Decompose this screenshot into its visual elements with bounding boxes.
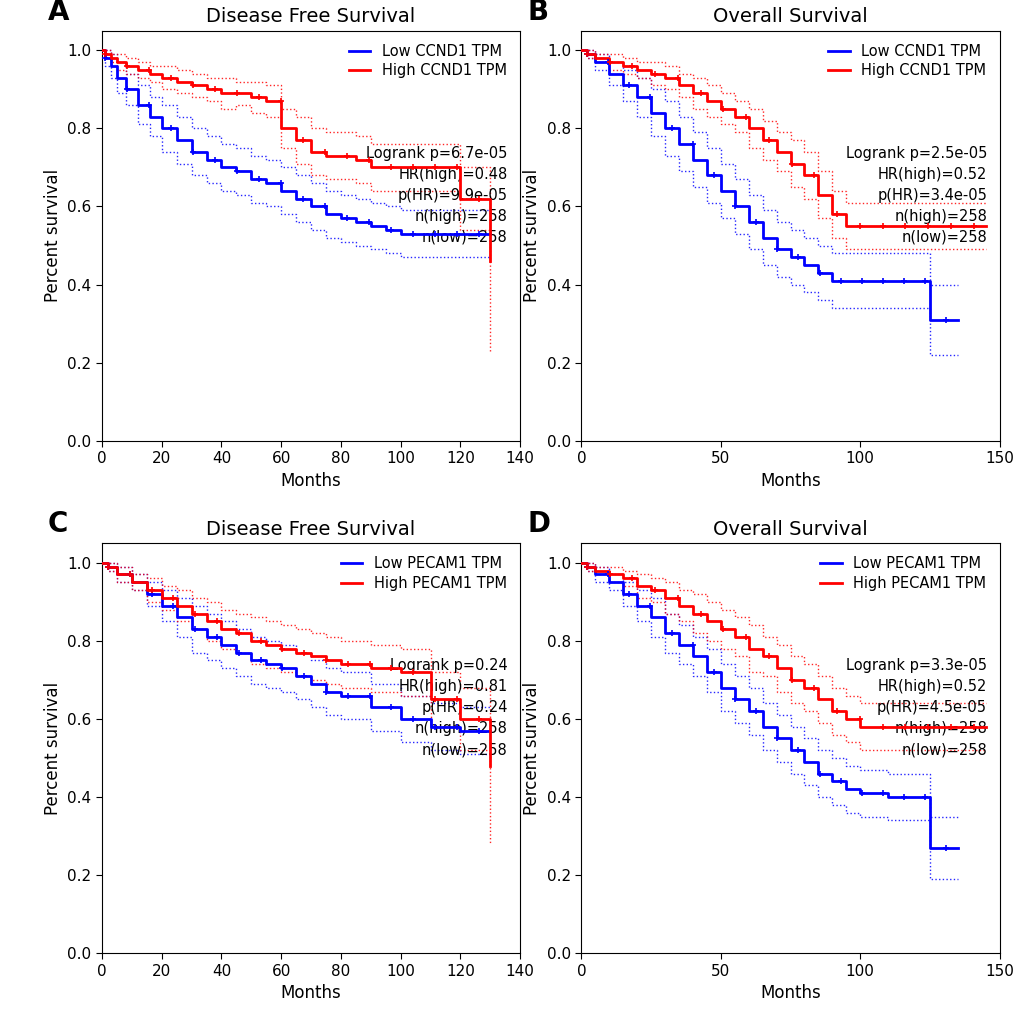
Legend: Low PECAM1 TPM, High PECAM1 TPM: Low PECAM1 TPM, High PECAM1 TPM (813, 550, 991, 597)
Title: Overall Survival: Overall Survival (712, 7, 867, 27)
Y-axis label: Percent survival: Percent survival (523, 169, 541, 302)
Text: C: C (48, 510, 68, 538)
Y-axis label: Percent survival: Percent survival (44, 169, 62, 302)
Legend: Low PECAM1 TPM, High PECAM1 TPM: Low PECAM1 TPM, High PECAM1 TPM (334, 550, 513, 597)
Text: Logrank p=0.24
HR(high)=0.81
p(HR)=0.24
n(high)=258
n(low)=258: Logrank p=0.24 HR(high)=0.81 p(HR)=0.24 … (389, 658, 507, 757)
X-axis label: Months: Months (759, 984, 820, 1002)
Legend: Low CCND1 TPM, High CCND1 TPM: Low CCND1 TPM, High CCND1 TPM (821, 38, 991, 84)
Text: Logrank p=3.3e-05
HR(high)=0.52
p(HR)=4.5e-05
n(high)=258
n(low)=258: Logrank p=3.3e-05 HR(high)=0.52 p(HR)=4.… (845, 658, 986, 757)
Legend: Low CCND1 TPM, High CCND1 TPM: Low CCND1 TPM, High CCND1 TPM (342, 38, 513, 84)
Text: A: A (48, 0, 69, 26)
Text: Logrank p=6.7e-05
HR(high)=0.48
p(HR)=9.9e-05
n(high)=258
n(low)=258: Logrank p=6.7e-05 HR(high)=0.48 p(HR)=9.… (366, 146, 507, 245)
Text: D: D (527, 510, 549, 538)
Title: Disease Free Survival: Disease Free Survival (206, 7, 416, 27)
Text: B: B (527, 0, 547, 26)
Text: Logrank p=2.5e-05
HR(high)=0.52
p(HR)=3.4e-05
n(high)=258
n(low)=258: Logrank p=2.5e-05 HR(high)=0.52 p(HR)=3.… (845, 146, 986, 245)
Y-axis label: Percent survival: Percent survival (44, 682, 62, 815)
X-axis label: Months: Months (759, 472, 820, 490)
Title: Disease Free Survival: Disease Free Survival (206, 520, 416, 539)
Y-axis label: Percent survival: Percent survival (523, 682, 541, 815)
X-axis label: Months: Months (280, 984, 341, 1002)
Title: Overall Survival: Overall Survival (712, 520, 867, 539)
X-axis label: Months: Months (280, 472, 341, 490)
